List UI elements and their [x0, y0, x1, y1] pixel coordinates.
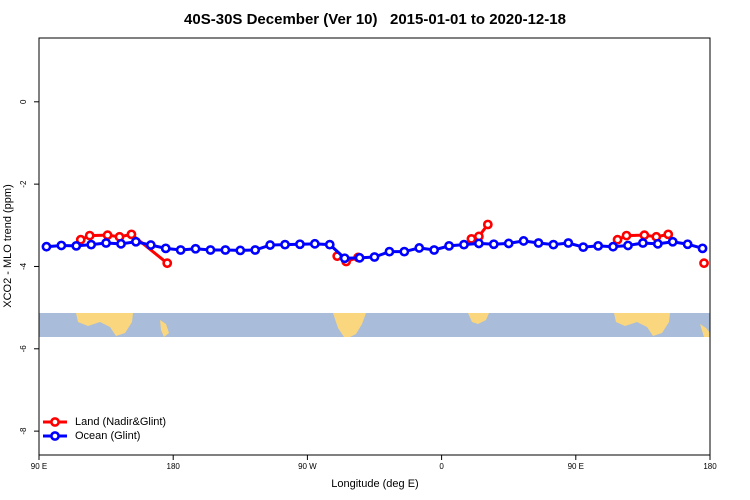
point [444, 240, 454, 251]
point [682, 239, 693, 250]
point [533, 238, 544, 248]
point [652, 238, 663, 249]
point [102, 230, 113, 241]
point [56, 240, 67, 251]
point [86, 239, 97, 250]
point [354, 252, 365, 263]
legend-marker [50, 431, 60, 441]
point [563, 238, 574, 248]
point [190, 243, 201, 254]
point [339, 253, 350, 264]
x-tick-label: 180 [167, 462, 181, 471]
point [578, 242, 589, 253]
point [608, 241, 618, 252]
point [160, 243, 171, 254]
point [384, 246, 395, 257]
point [488, 239, 499, 250]
point [235, 245, 246, 256]
point [126, 229, 137, 240]
point [548, 239, 559, 250]
point [369, 252, 380, 262]
point [473, 238, 484, 249]
point [131, 236, 141, 247]
point [697, 243, 708, 254]
point [101, 238, 111, 248]
point [593, 240, 604, 251]
point [414, 243, 425, 253]
x-tick-label: 0 [439, 462, 444, 471]
map-strip [39, 313, 710, 337]
point [71, 240, 82, 251]
point [663, 229, 674, 240]
y-tick-label: -8 [19, 427, 28, 435]
point [621, 230, 632, 241]
point [280, 239, 290, 250]
point [623, 240, 633, 251]
y-tick-label: -4 [19, 262, 28, 270]
point [638, 238, 648, 248]
x-tick-label: 90 E [31, 462, 47, 471]
point [162, 258, 173, 269]
point [116, 238, 126, 249]
y-tick-label: -2 [19, 180, 28, 188]
point [639, 230, 650, 241]
point [518, 236, 529, 246]
plot-frame [38, 37, 711, 456]
point [75, 234, 86, 245]
point [84, 230, 95, 241]
x-axis-label: Longitude (deg E) [331, 478, 418, 490]
point [41, 241, 52, 252]
y-tick-label: -6 [19, 345, 28, 353]
point [309, 238, 320, 249]
chart-title: 40S-30S December (Ver 10) 2015-01-01 to … [184, 11, 566, 28]
legend-label: Land (Nadir&Glint) [75, 416, 166, 428]
y-tick-label: 0 [19, 99, 28, 104]
point [175, 245, 186, 255]
point [482, 219, 493, 230]
point [699, 258, 709, 269]
point [220, 245, 231, 255]
point [459, 239, 469, 250]
y-axis-label: XCO2 - MLO trend (ppm) [2, 184, 14, 307]
legend-marker [50, 417, 60, 427]
point [612, 234, 623, 245]
point [205, 245, 216, 255]
point [429, 245, 440, 255]
point [667, 236, 678, 247]
x-tick-label: 90 E [568, 462, 584, 471]
point [295, 239, 305, 250]
x-tick-label: 90 W [298, 462, 317, 471]
point [324, 239, 335, 250]
point [399, 246, 410, 257]
point [466, 233, 477, 244]
point [250, 245, 261, 255]
point [503, 238, 514, 249]
point [145, 240, 156, 250]
point [265, 240, 276, 250]
x-tick-label: 180 [703, 462, 717, 471]
legend-label: Ocean (Glint) [75, 430, 140, 442]
